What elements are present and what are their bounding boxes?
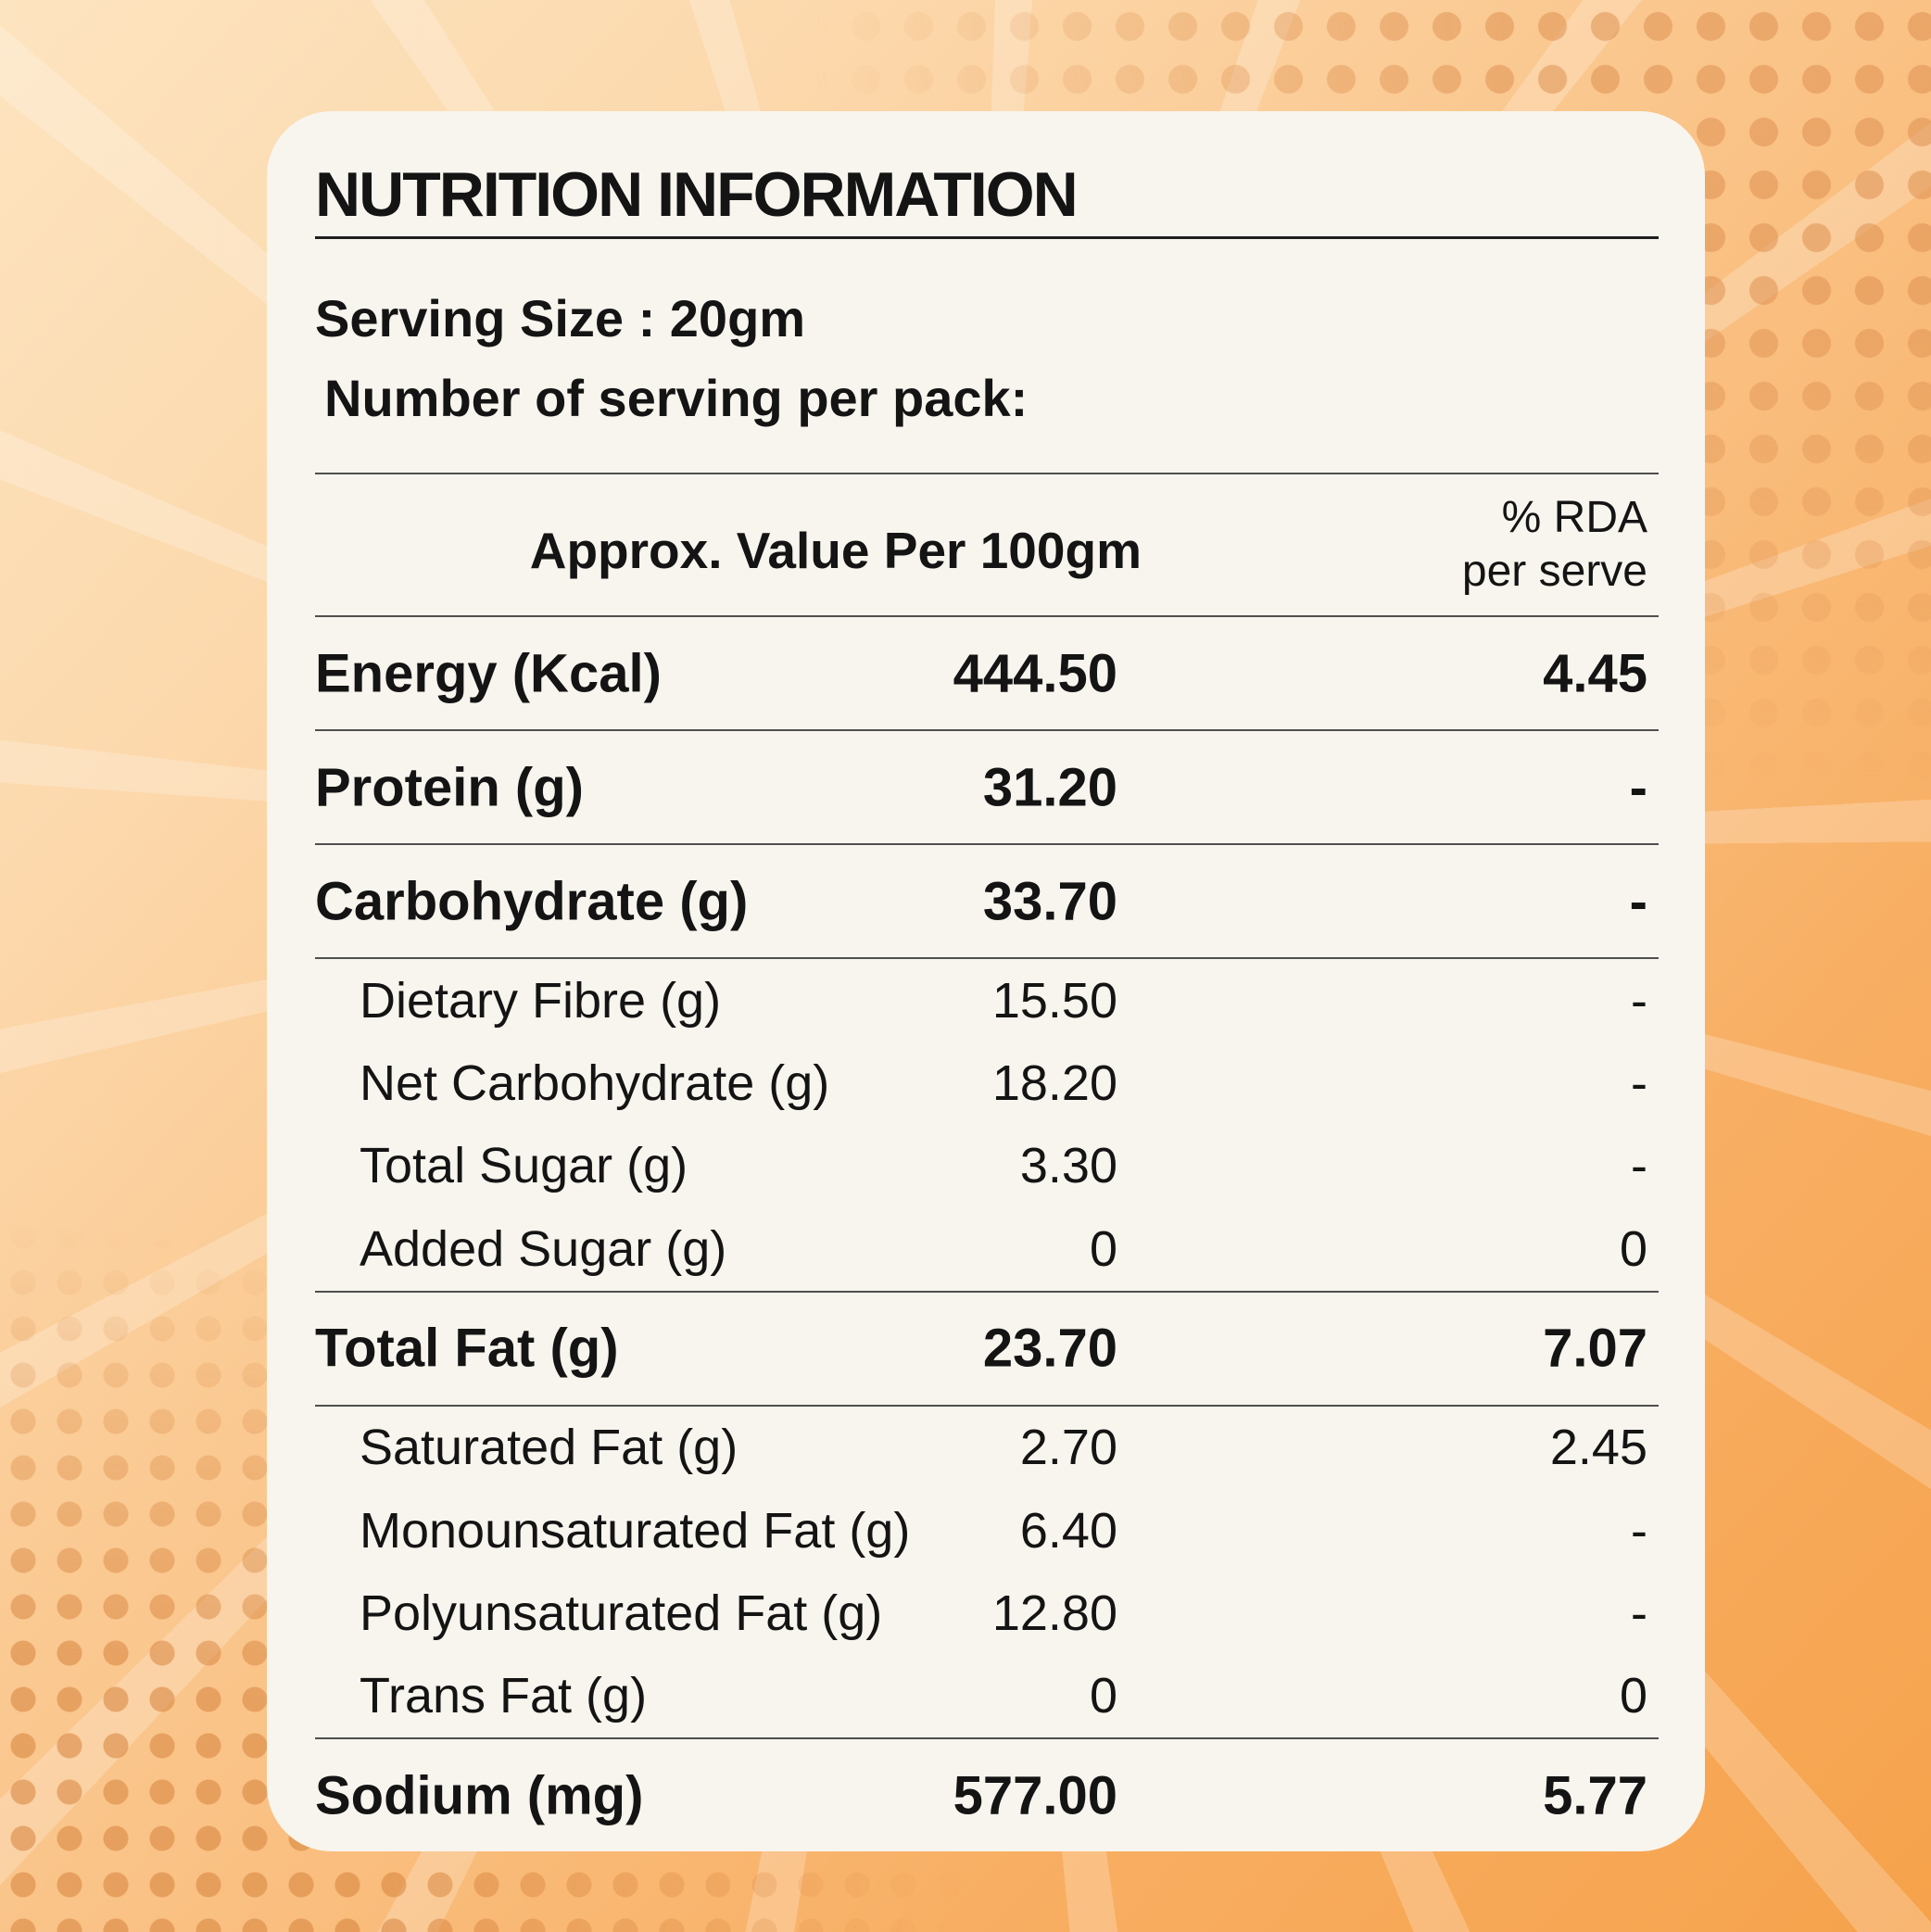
row-label: Saturated Fat (g): [360, 1420, 738, 1476]
row-rda: -: [1631, 972, 1647, 1029]
row-rda: 0: [1619, 1220, 1647, 1277]
nutrition-card: NUTRITION INFORMATION Serving Size : 20g…: [267, 111, 1705, 1851]
row-rda: -: [1631, 1502, 1647, 1559]
table-subrow: Net Carbohydrate (g) 18.20 -: [315, 1042, 1659, 1124]
title-divider: [315, 236, 1659, 239]
table-subrow: Total Sugar (g) 3.30 -: [315, 1125, 1659, 1207]
column-header-rda-line1: % RDA: [1501, 493, 1647, 542]
row-label: Added Sugar (g): [360, 1220, 727, 1277]
nutrition-table: Approx. Value Per 100gm % RDA per serve …: [315, 473, 1659, 1851]
row-label: Sodium (mg): [315, 1765, 644, 1825]
row-label: Total Fat (g): [315, 1318, 619, 1379]
table-row: Energy (Kcal) 444.50 4.45: [315, 615, 1659, 729]
row-label: Polyunsaturated Fat (g): [360, 1585, 883, 1641]
row-label: Total Sugar (g): [360, 1138, 688, 1194]
row-rda: -: [1631, 1055, 1647, 1112]
table-subgroup: Dietary Fibre (g) 15.50- Net Carbohydrate …: [315, 957, 1659, 1291]
table-subgroup: Saturated Fat (g) 2.70 2.45 Monounsaturated…: [315, 1404, 1659, 1738]
column-header-rda-line2: per serve: [1461, 547, 1647, 596]
servings-per-pack-text: Number of serving per pack:: [324, 369, 1029, 427]
row-value: 33.70: [982, 871, 1117, 931]
row-rda: -: [1629, 757, 1647, 817]
row-value: 18.20: [991, 1055, 1117, 1112]
row-value: 3.30: [1019, 1138, 1117, 1194]
row-label: Trans Fat (g): [360, 1668, 648, 1724]
table-subrow: Added Sugar (g) 0 0: [315, 1207, 1659, 1290]
row-rda: 4.45: [1543, 643, 1647, 703]
page-title: NUTRITION INFORMATION: [315, 159, 1079, 230]
column-header-value: Approx. Value Per 100gm: [529, 522, 1142, 580]
row-value: 12.80: [991, 1585, 1117, 1641]
row-value: 444.50: [953, 643, 1117, 703]
row-rda: -: [1629, 871, 1647, 931]
table-row: Total Fat (g) 23.70 7.07: [315, 1290, 1659, 1405]
row-rda: 2.45: [1549, 1420, 1647, 1476]
row-value: 2.70: [1019, 1420, 1117, 1476]
row-rda: -: [1631, 1138, 1647, 1194]
row-label: Energy (Kcal): [315, 643, 662, 703]
table-row: Carbohydrate (g) 33.70 -: [315, 843, 1659, 957]
row-value: 0: [1089, 1220, 1117, 1277]
column-header-rda: % RDA per serve: [315, 491, 1659, 599]
table-subrow: Saturated Fat (g) 2.70 2.45: [315, 1407, 1659, 1489]
row-rda: 0: [1619, 1668, 1647, 1724]
row-value: 31.20: [982, 757, 1117, 817]
table-subrow: Monounsaturated Fat (g) 6.40 -: [315, 1489, 1659, 1572]
row-value: 23.70: [982, 1318, 1117, 1379]
row-label: Carbohydrate (g): [315, 871, 749, 931]
table-subrow: Polyunsaturated Fat (g) 12.80 -: [315, 1572, 1659, 1654]
serving-size-text: Serving Size : 20gm: [315, 289, 806, 347]
row-label: Dietary Fibre (g): [360, 972, 722, 1029]
row-label: Protein (g): [315, 757, 584, 817]
row-rda: 5.77: [1543, 1765, 1647, 1825]
row-label: Net Carbohydrate (g): [360, 1055, 830, 1112]
table-header-row: Approx. Value Per 100gm % RDA per serve: [315, 474, 1659, 615]
row-label: Monounsaturated Fat (g): [360, 1502, 911, 1559]
table-row: Sodium (mg) 577.00 5.77: [315, 1737, 1659, 1851]
table-subrow: Dietary Fibre (g) 15.50 -: [315, 959, 1659, 1042]
row-value: 577.00: [953, 1765, 1117, 1825]
row-value: 0: [1089, 1668, 1117, 1724]
row-rda: -: [1631, 1585, 1647, 1641]
row-rda: 7.07: [1543, 1318, 1647, 1379]
table-row: Protein (g) 31.20 -: [315, 729, 1659, 843]
row-value: 15.50: [991, 972, 1117, 1029]
table-subrow: Trans Fat (g) 0 0: [315, 1655, 1659, 1737]
row-value: 6.40: [1019, 1502, 1117, 1559]
